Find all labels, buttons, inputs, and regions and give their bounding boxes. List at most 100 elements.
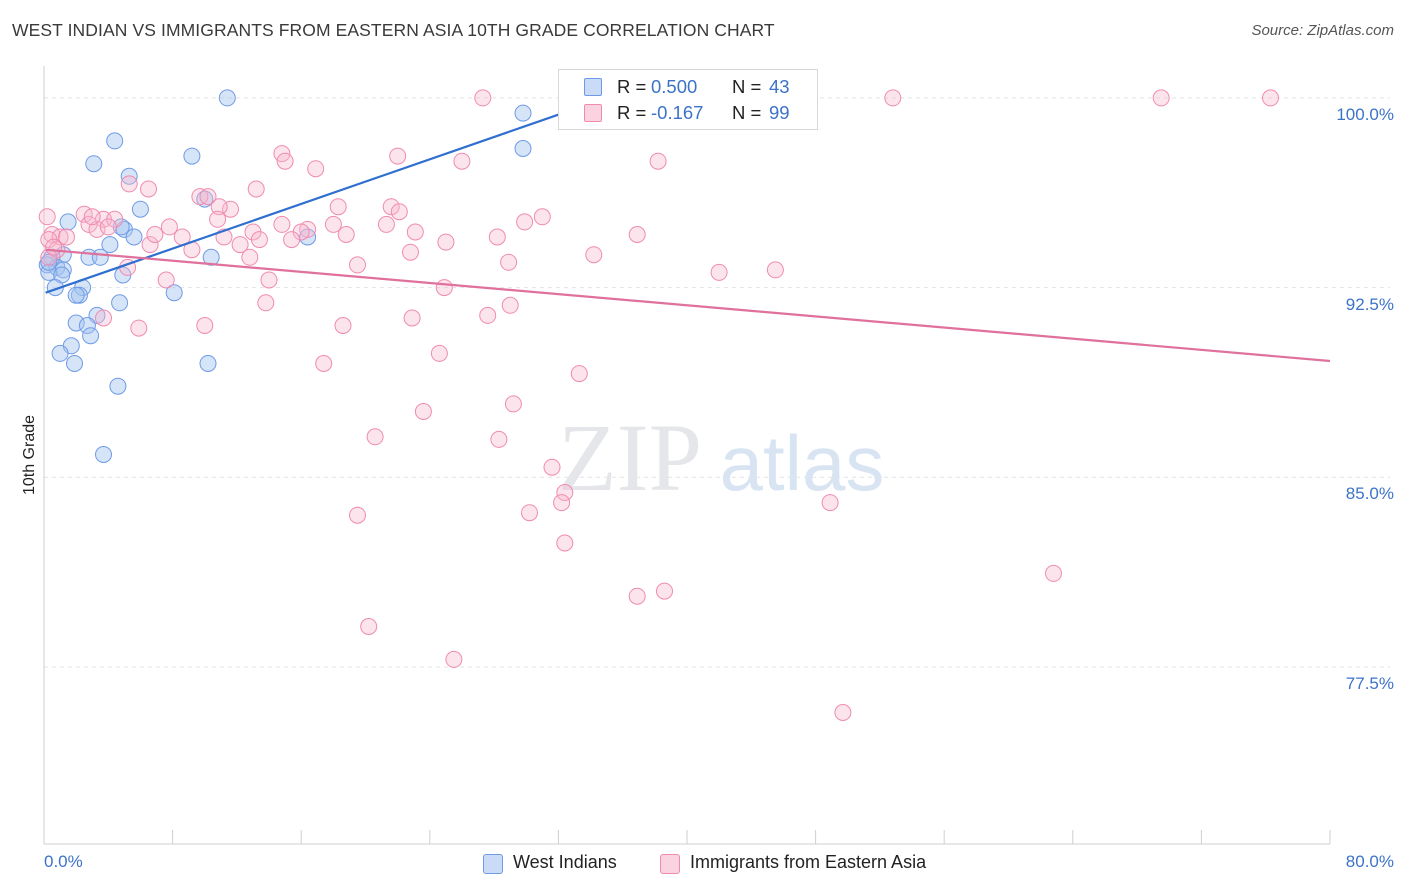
point-eastern-asia: [260, 271, 278, 289]
legend-n-label: N =: [732, 76, 762, 97]
point-eastern-asia: [257, 294, 275, 312]
point-eastern-asia: [834, 704, 852, 721]
point-eastern-asia: [324, 215, 342, 233]
point-eastern-asia: [160, 218, 178, 236]
point-eastern-asia: [488, 228, 506, 246]
axes: [43, 66, 1331, 845]
trend-line-west-indians: [45, 96, 607, 294]
x-tick-label-max: 80.0%: [1345, 852, 1394, 871]
point-eastern-asia: [146, 226, 164, 243]
point-eastern-asia: [382, 198, 400, 216]
watermark: ZIP atlas: [558, 404, 884, 511]
point-eastern-asia: [628, 587, 646, 605]
point-eastern-asia: [130, 319, 148, 337]
series-swatch-eastern-asia: [660, 854, 680, 874]
point-west-indians: [514, 104, 532, 122]
point-eastern-asia: [196, 317, 214, 334]
point-eastern-asia: [315, 355, 333, 372]
point-eastern-asia: [83, 208, 101, 226]
legend-r-value: -0.167: [651, 102, 704, 123]
point-eastern-asia: [157, 271, 175, 289]
x-tick-label-min: 0.0%: [44, 852, 83, 871]
point-eastern-asia: [479, 306, 497, 324]
chart-source: Source: ZipAtlas.com: [1251, 22, 1394, 39]
watermark-atlas: atlas: [720, 419, 885, 507]
point-west-indians: [91, 248, 109, 266]
y-tick-label: 92.5%: [1345, 294, 1394, 314]
point-eastern-asia: [533, 208, 551, 226]
point-eastern-asia: [99, 218, 117, 236]
point-west-indians: [85, 155, 103, 173]
point-west-indians: [40, 253, 58, 271]
point-eastern-asia: [402, 243, 419, 261]
point-west-indians: [67, 314, 85, 332]
series-label-eastern-asia: Immigrants from Eastern Asia: [690, 852, 927, 872]
point-eastern-asia: [403, 309, 421, 327]
point-eastern-asia: [500, 253, 518, 271]
point-eastern-asia: [360, 618, 378, 635]
point-eastern-asia: [329, 198, 347, 216]
point-eastern-asia: [366, 428, 384, 446]
legend-swatch-west-indians: [584, 78, 602, 96]
point-eastern-asia: [821, 494, 839, 512]
point-eastern-asia: [553, 494, 571, 512]
point-west-indians: [59, 213, 77, 231]
point-west-indians: [40, 263, 58, 281]
point-eastern-asia: [556, 484, 574, 501]
y-tick-label: 85.0%: [1345, 484, 1394, 504]
legend-r-label: R =: [617, 76, 647, 97]
legend-swatch-eastern-asia: [584, 104, 602, 122]
point-west-indians: [82, 327, 100, 345]
point-eastern-asia: [501, 296, 519, 314]
point-eastern-asia: [649, 152, 667, 170]
point-eastern-asia: [222, 200, 239, 218]
point-eastern-asia: [406, 223, 424, 241]
point-west-indians: [125, 228, 143, 246]
point-eastern-asia: [58, 228, 75, 246]
point-west-indians: [78, 317, 96, 334]
point-eastern-asia: [585, 246, 603, 264]
series-legend: West Indians Immigrants from Eastern Asi…: [0, 852, 1406, 878]
series-swatch-west-indians: [483, 854, 503, 874]
point-eastern-asia: [437, 233, 455, 251]
point-west-indians: [218, 89, 236, 107]
point-eastern-asia: [490, 430, 508, 448]
legend-n-value: 43: [769, 76, 790, 97]
point-eastern-asia: [1045, 564, 1062, 582]
point-eastern-asia: [120, 175, 138, 193]
watermark-zip: ZIP: [558, 404, 702, 511]
point-west-indians: [196, 190, 214, 208]
point-eastern-asia: [307, 160, 325, 178]
point-eastern-asia: [51, 228, 69, 246]
point-eastern-asia: [349, 506, 366, 524]
point-eastern-asia: [241, 248, 259, 266]
point-eastern-asia: [474, 89, 492, 107]
point-eastern-asia: [435, 279, 453, 297]
point-eastern-asia: [521, 504, 538, 522]
point-west-indians: [101, 236, 119, 254]
point-eastern-asia: [250, 231, 268, 249]
point-eastern-asia: [1262, 89, 1279, 107]
point-eastern-asia: [543, 458, 561, 476]
point-eastern-asia: [247, 180, 265, 198]
point-eastern-asia: [414, 403, 432, 420]
point-eastern-asia: [504, 395, 522, 413]
point-west-indians: [183, 147, 201, 165]
point-eastern-asia: [656, 582, 673, 600]
point-west-indians: [66, 355, 83, 372]
point-eastern-asia: [556, 534, 574, 552]
point-eastern-asia: [88, 220, 106, 238]
point-eastern-asia: [276, 152, 294, 170]
point-eastern-asia: [349, 256, 366, 274]
point-west-indians: [51, 344, 69, 362]
point-eastern-asia: [140, 180, 157, 198]
y-tick-label: 100.0%: [1336, 104, 1394, 124]
point-eastern-asia: [516, 213, 534, 231]
point-eastern-asia: [570, 365, 588, 383]
point-eastern-asia: [628, 226, 646, 243]
point-eastern-asia: [38, 208, 56, 226]
point-eastern-asia: [209, 210, 227, 228]
point-west-indians: [67, 286, 85, 304]
legend-r-label: R =: [617, 102, 647, 123]
point-eastern-asia: [273, 215, 291, 233]
